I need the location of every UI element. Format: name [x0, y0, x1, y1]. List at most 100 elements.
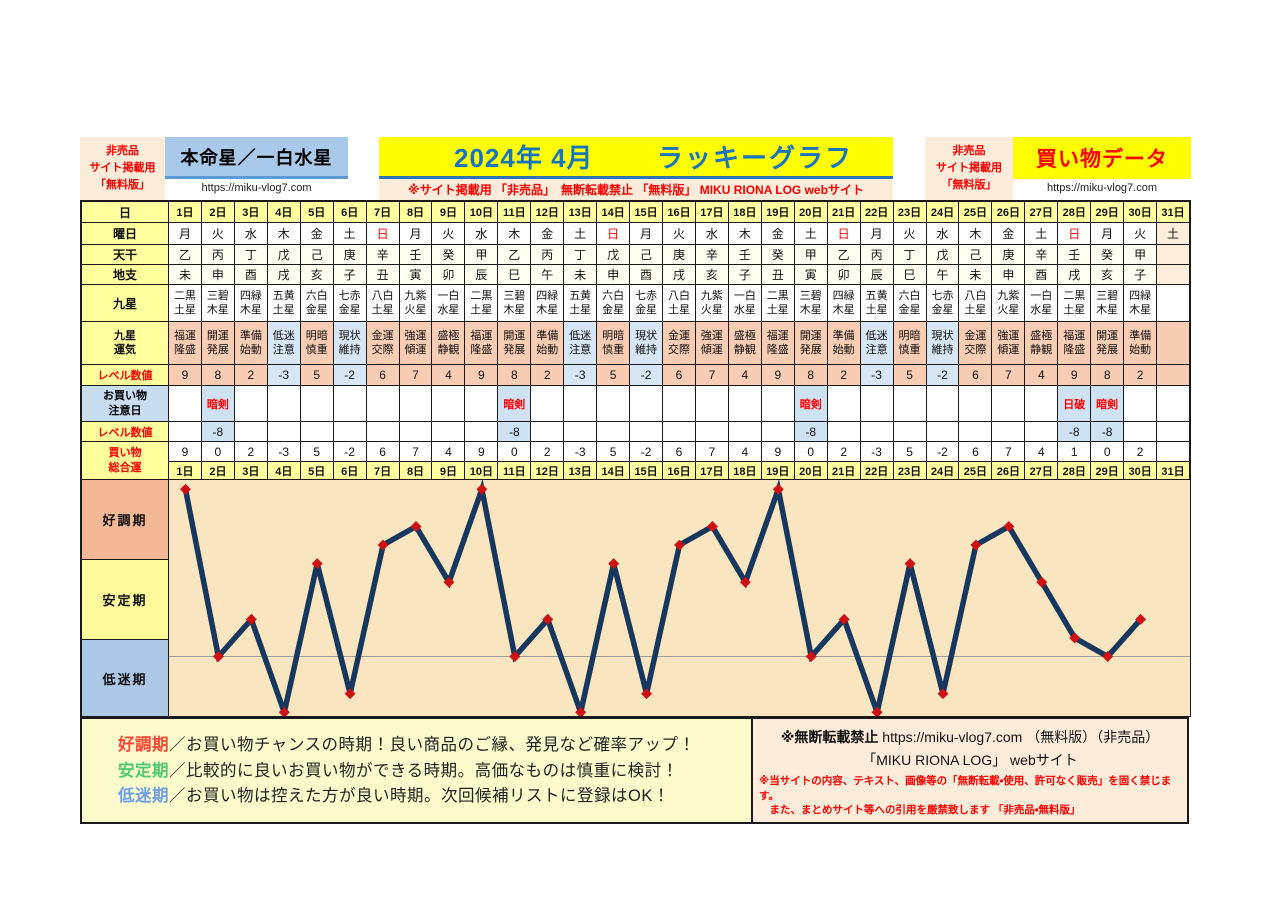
copyright-line2: 「MIKU RIONA LOG」 webサイト: [862, 752, 1078, 768]
fortune-cell: 明暗 慎重: [597, 322, 631, 365]
day-cell: 2日: [201, 202, 235, 223]
caution-level-cell: [761, 422, 795, 442]
nine-star-cell: 七赤 金星: [926, 285, 960, 322]
nine-star-cell: 一白 水星: [432, 285, 466, 322]
day-cell-bottom: 29日: [1091, 462, 1125, 480]
badge-line: サイト掲載用: [89, 161, 156, 174]
banner-year-month: 2024年 4月: [454, 143, 594, 173]
day-cell-bottom: 4日: [267, 462, 301, 480]
earthly-branch-cell: 寅: [399, 265, 433, 285]
level-cell: 4: [728, 365, 762, 386]
caution-cell: [564, 386, 598, 422]
level-cell: 4: [1025, 365, 1059, 386]
nine-star-cell: 八白 土星: [959, 285, 993, 322]
day-cell-bottom: 2日: [201, 462, 235, 480]
nine-star-cell: 六白 金星: [597, 285, 631, 322]
shopping-data-title: 買い物データ: [1013, 137, 1191, 179]
total-cell: -2: [926, 442, 960, 462]
caution-level-cell: [695, 422, 729, 442]
data-point-marker: [970, 539, 982, 551]
data-point-marker: [838, 613, 850, 625]
day-cell: 25日: [959, 202, 993, 223]
nine-star-cell: 二黒 土星: [465, 285, 499, 322]
total-cell: 0: [201, 442, 235, 462]
row-label-nine-star: 九星: [82, 285, 169, 322]
total-cell: 5: [893, 442, 927, 462]
earthly-branch-cell: 丑: [366, 265, 400, 285]
weekday-cell: 木: [267, 223, 301, 245]
data-point-marker: [641, 688, 653, 700]
period-zone-stable: 安定期: [82, 560, 169, 640]
fortune-cell: 現状 維持: [333, 322, 367, 365]
weekday-cell: 金: [300, 223, 334, 245]
nine-star-cell: 六白 金星: [893, 285, 927, 322]
total-cell: -3: [564, 442, 598, 462]
fortune-cell: 準備 始動: [1124, 322, 1158, 365]
earthly-branch-cell: 亥: [695, 265, 729, 285]
caution-cell: [663, 386, 696, 422]
total-cell: [1157, 442, 1190, 462]
row-label-level-value: レベル数値: [82, 365, 169, 386]
level-cell: 5: [893, 365, 927, 386]
weekday-cell: 金: [531, 223, 565, 245]
earthly-branch-cell: 申: [597, 265, 631, 285]
weekday-cell: 土: [1025, 223, 1059, 245]
data-point-marker: [443, 576, 455, 588]
caution-cell: [333, 386, 367, 422]
period-zone-good: 好調期: [82, 480, 169, 560]
level-cell: 8: [498, 365, 532, 386]
row-label-caution-day: お買い物 注意日: [82, 386, 169, 422]
earthly-branch-cell: 亥: [300, 265, 334, 285]
heavenly-stem-cell: 丙: [531, 245, 565, 265]
level-cell: 2: [234, 365, 268, 386]
total-cell: 2: [827, 442, 861, 462]
heavenly-stem-cell: 癸: [432, 245, 466, 265]
level-cell: 8: [1091, 365, 1125, 386]
honmei-star-block: 本命星／一白水星 https://miku-vlog7.com: [165, 137, 348, 200]
row-label-day: 日: [82, 202, 169, 223]
total-cell: -3: [267, 442, 301, 462]
heavenly-stem-cell: 庚: [992, 245, 1026, 265]
total-cell: 0: [794, 442, 828, 462]
day-cell-bottom: 26日: [992, 462, 1026, 480]
weekday-cell: 月: [860, 223, 894, 245]
caution-cell: [300, 386, 334, 422]
data-point-marker: [805, 651, 817, 663]
fortune-cell: 低迷 注意: [267, 322, 301, 365]
row-label-nine-star-fortune: 九星 運気: [82, 322, 169, 365]
day-cell: 18日: [728, 202, 762, 223]
weekday-cell: 水: [695, 223, 729, 245]
honmei-star-title: 本命星／一白水星: [165, 137, 348, 179]
data-point-marker: [179, 483, 191, 495]
caution-cell: 暗剣: [498, 386, 532, 422]
heavenly-stem-cell: 甲: [465, 245, 499, 265]
day-cell-bottom: 13日: [564, 462, 598, 480]
weekday-cell: 月: [630, 223, 664, 245]
caution-cell: [926, 386, 960, 422]
heavenly-stem-cell: 戊: [267, 245, 301, 265]
total-cell: 4: [432, 442, 466, 462]
caution-cell: [860, 386, 894, 422]
fortune-cell: 福運 隆盛: [465, 322, 499, 365]
total-cell: 5: [597, 442, 631, 462]
day-cell-bottom: 18日: [728, 462, 762, 480]
banner-title: ラッキーグラフ: [656, 143, 853, 173]
day-cell: 30日: [1124, 202, 1158, 223]
data-point-marker: [509, 651, 521, 663]
day-cell-bottom: 16日: [663, 462, 696, 480]
day-cell: 24日: [926, 202, 960, 223]
total-cell: 6: [663, 442, 696, 462]
fortune-cell: 明暗 慎重: [893, 322, 927, 365]
heavenly-stem-cell: 癸: [1091, 245, 1125, 265]
caution-level-cell: [399, 422, 433, 442]
day-cell: 1日: [169, 202, 202, 223]
fortune-cell: 福運 隆盛: [761, 322, 795, 365]
data-point-marker: [739, 576, 751, 588]
nine-star-cell: 八白 土星: [663, 285, 696, 322]
caution-level-cell: -8: [201, 422, 235, 442]
total-cell: 0: [1091, 442, 1125, 462]
day-cell-bottom: 1日: [169, 462, 202, 480]
heavenly-stem-cell: 乙: [169, 245, 202, 265]
fortune-cell: 準備 始動: [531, 322, 565, 365]
